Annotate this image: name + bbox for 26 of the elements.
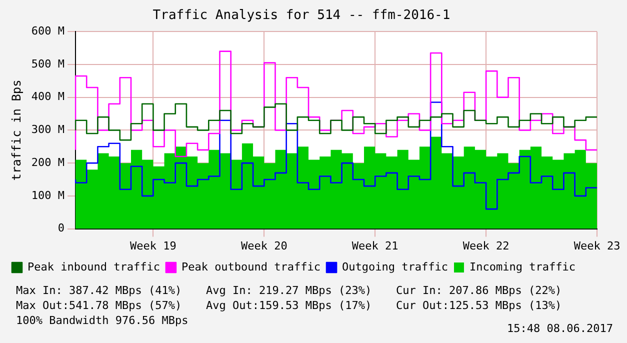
text: Cur In: 207.86 MBps (22%)	[396, 283, 563, 298]
y-tick-label: 200 M	[31, 156, 65, 169]
x-tick-label: Week 23	[574, 239, 620, 252]
text: 15:48 08.06.2017	[507, 322, 613, 335]
legend-label: Incoming traffic	[469, 260, 576, 274]
legend-label: Outgoing traffic	[342, 260, 448, 274]
legend-label: Peak inbound traffic	[28, 260, 160, 274]
x-tick-label: Week 20	[240, 239, 288, 252]
chart-title: Traffic Analysis for 514 -- ffm-2016-1	[152, 8, 450, 24]
text: Cur Out:125.53 MBps (13%)	[396, 298, 563, 313]
x-tick-label: Week 19	[130, 239, 176, 252]
y-tick-label: 300 M	[31, 123, 65, 136]
text: 100% Bandwidth 976.56 MBps	[16, 313, 190, 328]
y-tick-label: 0	[58, 222, 65, 235]
y-axis-title: traffic in Bps	[9, 80, 24, 181]
y-tick-label: 400 M	[31, 90, 65, 104]
x-tick-label: Week 21	[352, 239, 398, 252]
x-tick-label: Week 22	[462, 239, 510, 252]
text: Max In: 387.42 MBps (41%)	[16, 283, 183, 298]
text: Max Out:541.78 MBps (57%)	[16, 298, 183, 313]
text: Avg Out:159.53 MBps (17%)	[206, 298, 373, 313]
legend-label: Peak outbound traffic	[181, 260, 321, 274]
y-tick-label: 600 M	[31, 24, 65, 38]
text: Avg In: 219.27 MBps (23%)	[206, 283, 373, 298]
y-tick-label: 100 M	[31, 188, 65, 202]
y-tick-label: 500 M	[31, 57, 65, 70]
